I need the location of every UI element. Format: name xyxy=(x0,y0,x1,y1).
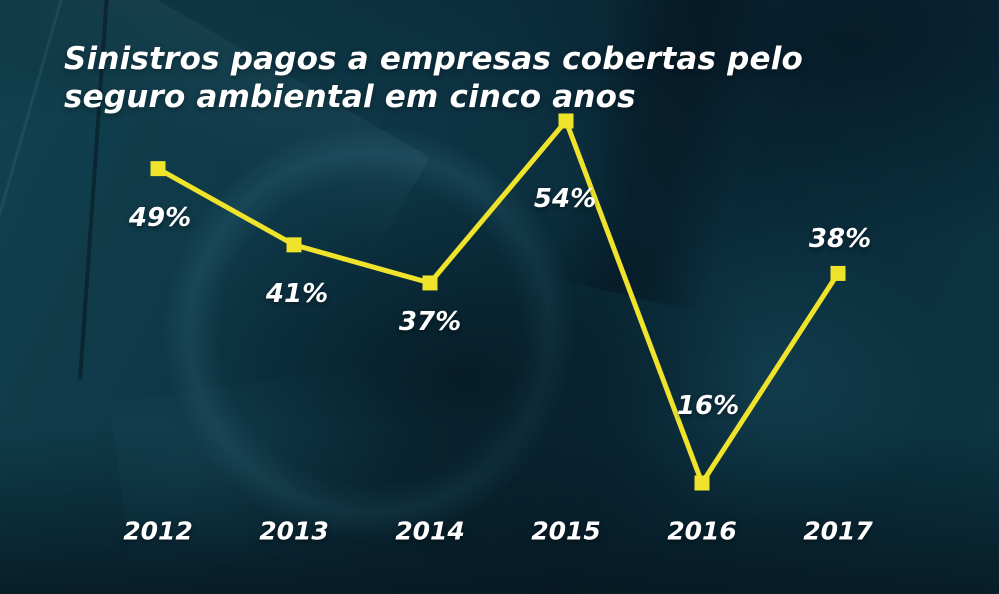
value-label-2012: 49% xyxy=(128,202,192,233)
x-axis-label-2015: 2015 xyxy=(531,516,601,546)
chart-title-line1: Sinistros pagos a empresas cobertas pelo xyxy=(64,41,804,77)
value-label-2017: 38% xyxy=(808,224,872,255)
data-point-marker-2016 xyxy=(694,475,710,491)
data-point-marker-2013 xyxy=(286,237,302,253)
x-axis-label-2013: 2013 xyxy=(259,516,329,546)
data-point-marker-2015 xyxy=(558,113,574,129)
x-axis-label-2014: 2014 xyxy=(395,516,465,546)
data-point-marker-2017 xyxy=(830,265,846,281)
chart-title-line2: seguro ambiental em cinco anos xyxy=(64,79,636,115)
value-label-2014: 37% xyxy=(398,306,462,337)
chart-title: Sinistros pagos a empresas cobertas pelo… xyxy=(64,40,803,116)
data-point-marker-2012 xyxy=(150,161,166,177)
x-axis-label-2016: 2016 xyxy=(667,516,737,546)
x-axis-label-2012: 2012 xyxy=(123,516,193,546)
x-axis-label-2017: 2017 xyxy=(803,516,873,546)
value-label-2013: 41% xyxy=(265,278,329,309)
data-point-marker-2014 xyxy=(422,275,438,291)
chart-line xyxy=(156,116,841,489)
value-label-2016: 16% xyxy=(676,391,740,421)
value-label-2015: 54% xyxy=(533,184,597,214)
